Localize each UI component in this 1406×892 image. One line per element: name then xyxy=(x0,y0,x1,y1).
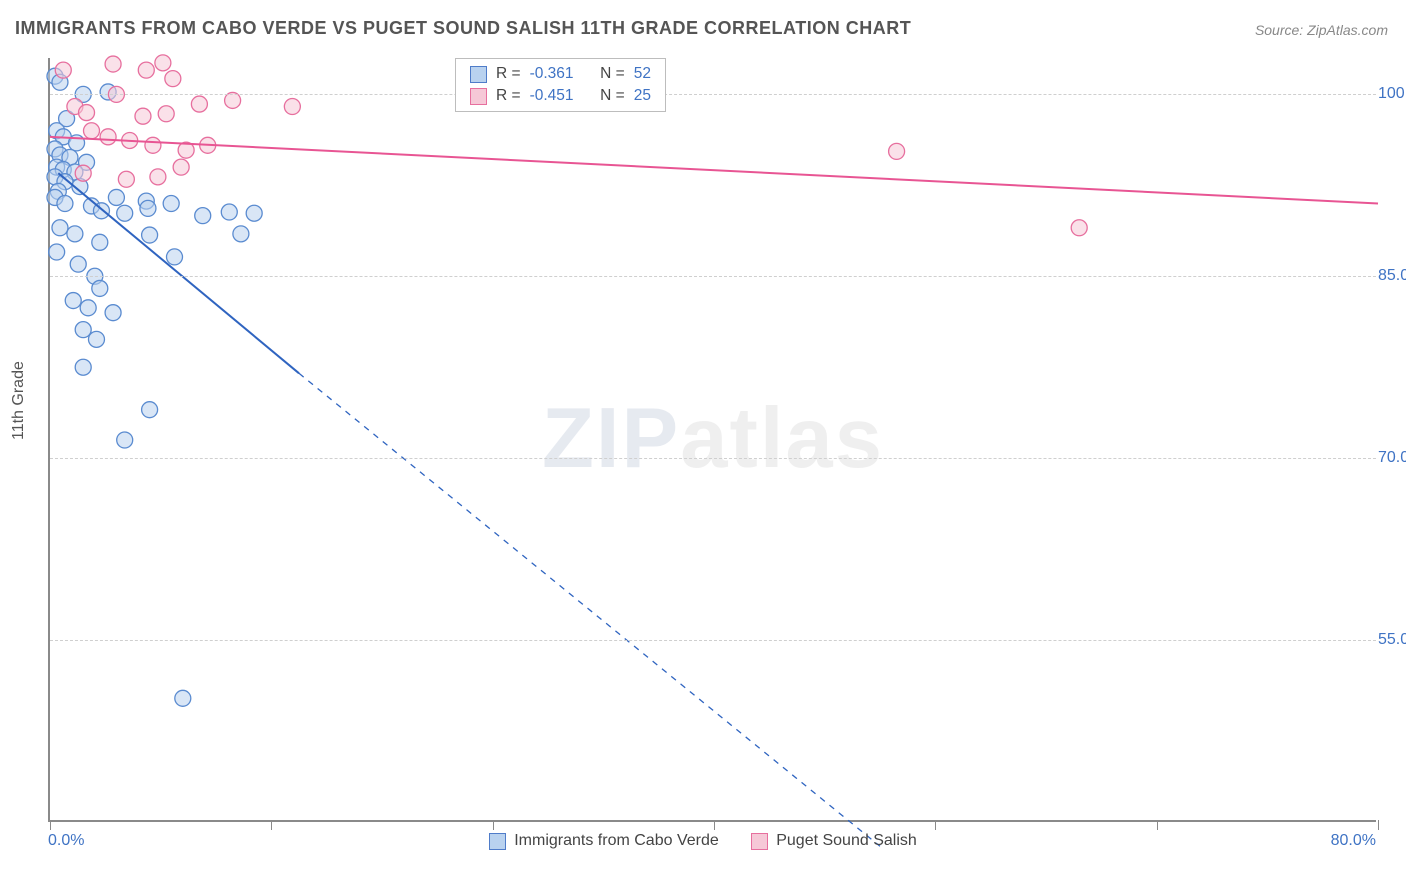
data-point-blue xyxy=(163,196,179,212)
legend-row-pink: R = -0.451 N = 25 xyxy=(470,85,651,107)
data-point-blue xyxy=(49,244,65,260)
data-point-pink xyxy=(150,169,166,185)
correlation-legend: R = -0.361 N = 52 R = -0.451 N = 25 xyxy=(455,58,666,112)
data-point-pink xyxy=(138,62,154,78)
x-tick xyxy=(935,820,936,830)
data-point-pink xyxy=(79,105,95,121)
data-point-blue xyxy=(92,280,108,296)
grid-line xyxy=(50,640,1376,641)
data-point-pink xyxy=(155,55,171,71)
data-point-pink xyxy=(191,96,207,112)
grid-line xyxy=(50,276,1376,277)
series-legend: Immigrants from Cabo Verde Puget Sound S… xyxy=(0,832,1406,855)
data-point-blue xyxy=(105,305,121,321)
data-point-blue xyxy=(221,204,237,220)
series-swatch-blue xyxy=(489,833,506,850)
data-point-blue xyxy=(65,293,81,309)
legend-n-value-pink: 25 xyxy=(634,85,651,107)
legend-swatch-pink xyxy=(470,88,487,105)
chart-title: IMMIGRANTS FROM CABO VERDE VS PUGET SOUN… xyxy=(15,18,911,39)
data-point-pink xyxy=(75,165,91,181)
trend-line-pink xyxy=(50,137,1378,204)
grid-line xyxy=(50,458,1376,459)
x-tick xyxy=(1378,820,1379,830)
trend-line-blue-dashed xyxy=(299,373,880,846)
data-point-pink xyxy=(118,171,134,187)
data-point-blue xyxy=(142,402,158,418)
data-point-blue xyxy=(57,196,73,212)
data-point-pink xyxy=(165,71,181,87)
y-tick-label: 100.0% xyxy=(1378,85,1406,103)
y-axis-title: 11th Grade xyxy=(10,361,28,440)
x-tick xyxy=(50,820,51,830)
data-point-blue xyxy=(75,322,91,338)
data-point-pink xyxy=(1071,220,1087,236)
legend-n-label: N = xyxy=(600,85,625,107)
series-legend-item-blue: Immigrants from Cabo Verde xyxy=(489,832,719,850)
data-point-blue xyxy=(246,205,262,221)
data-point-blue xyxy=(167,249,183,265)
data-point-blue xyxy=(52,220,68,236)
legend-r-value-blue: -0.361 xyxy=(530,63,574,85)
data-point-blue xyxy=(142,227,158,243)
source-attribution: Source: ZipAtlas.com xyxy=(1255,22,1388,38)
data-point-blue xyxy=(80,300,96,316)
data-point-blue xyxy=(175,690,191,706)
legend-n-value-blue: 52 xyxy=(634,63,651,85)
data-point-blue xyxy=(92,234,108,250)
data-point-pink xyxy=(889,143,905,159)
data-point-blue xyxy=(108,189,124,205)
series-swatch-pink xyxy=(751,833,768,850)
y-tick-label: 70.0% xyxy=(1378,449,1406,467)
data-point-blue xyxy=(75,359,91,375)
x-tick xyxy=(493,820,494,830)
data-point-pink xyxy=(84,123,100,139)
data-point-blue xyxy=(117,432,133,448)
x-tick xyxy=(271,820,272,830)
y-tick-label: 55.0% xyxy=(1378,631,1406,649)
plot-area: ZIPatlas 100.0%85.0%70.0%55.0% xyxy=(48,58,1376,822)
series-legend-item-pink: Puget Sound Salish xyxy=(751,832,917,850)
series-label-blue: Immigrants from Cabo Verde xyxy=(514,832,719,850)
data-point-blue xyxy=(117,205,133,221)
legend-row-blue: R = -0.361 N = 52 xyxy=(470,63,651,85)
data-point-pink xyxy=(100,129,116,145)
data-point-blue xyxy=(88,331,104,347)
data-point-pink xyxy=(284,99,300,115)
data-point-pink xyxy=(105,56,121,72)
legend-r-value-pink: -0.451 xyxy=(530,85,574,107)
legend-r-label: R = xyxy=(496,85,521,107)
data-point-pink xyxy=(173,159,189,175)
data-point-blue xyxy=(67,226,83,242)
chart-svg xyxy=(50,58,1376,820)
data-point-blue xyxy=(233,226,249,242)
data-point-pink xyxy=(55,62,71,78)
data-point-pink xyxy=(145,137,161,153)
data-point-pink xyxy=(158,106,174,122)
legend-n-label: N = xyxy=(600,63,625,85)
grid-line xyxy=(50,94,1376,95)
legend-swatch-blue xyxy=(470,66,487,83)
series-label-pink: Puget Sound Salish xyxy=(776,832,917,850)
legend-r-label: R = xyxy=(496,63,521,85)
x-tick xyxy=(1157,820,1158,830)
data-point-pink xyxy=(135,108,151,124)
data-point-blue xyxy=(70,256,86,272)
y-tick-label: 85.0% xyxy=(1378,267,1406,285)
data-point-blue xyxy=(195,208,211,224)
data-point-blue xyxy=(140,200,156,216)
chart-container: IMMIGRANTS FROM CABO VERDE VS PUGET SOUN… xyxy=(0,0,1406,892)
x-tick xyxy=(714,820,715,830)
